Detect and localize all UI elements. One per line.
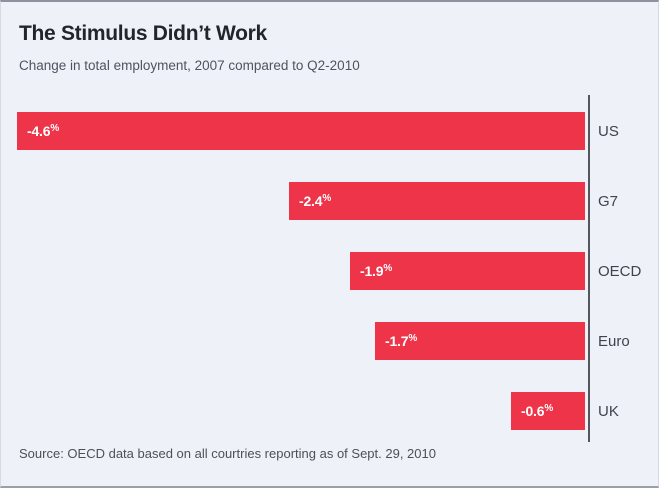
bar-value-label: -2.4 bbox=[299, 193, 323, 209]
category-label: Euro bbox=[598, 332, 630, 350]
category-label: G7 bbox=[598, 192, 619, 210]
chart-title: The Stimulus Didn’t Work bbox=[19, 22, 267, 45]
bar: -1.9% bbox=[350, 252, 585, 290]
bar: -0.6% bbox=[511, 392, 585, 430]
bar-value-percent-sign: % bbox=[544, 402, 554, 414]
bar: -2.4% bbox=[289, 182, 585, 220]
bar-value-label: -1.9 bbox=[360, 263, 384, 279]
bar-value-percent-sign: % bbox=[408, 332, 418, 344]
axis-line bbox=[588, 95, 590, 442]
bar-value-percent-sign: % bbox=[322, 192, 332, 204]
bar-value-label: -4.6 bbox=[27, 123, 51, 139]
category-label: UK bbox=[598, 402, 619, 420]
category-label: OECD bbox=[598, 262, 642, 280]
category-label: US bbox=[598, 122, 619, 140]
bar-value-percent-sign: % bbox=[50, 122, 60, 134]
bar: -4.6% bbox=[17, 112, 585, 150]
chart-subtitle: Change in total employment, 2007 compare… bbox=[19, 58, 360, 73]
bar-value-label: -0.6 bbox=[521, 403, 545, 419]
source-note: Source: OECD data based on all courtries… bbox=[19, 446, 436, 461]
bar: -1.7% bbox=[375, 322, 585, 360]
bar-value-percent-sign: % bbox=[383, 262, 393, 274]
bar-value-label: -1.7 bbox=[385, 333, 409, 349]
